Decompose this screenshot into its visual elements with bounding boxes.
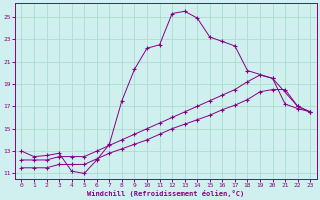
X-axis label: Windchill (Refroidissement éolien,°C): Windchill (Refroidissement éolien,°C): [87, 190, 244, 197]
